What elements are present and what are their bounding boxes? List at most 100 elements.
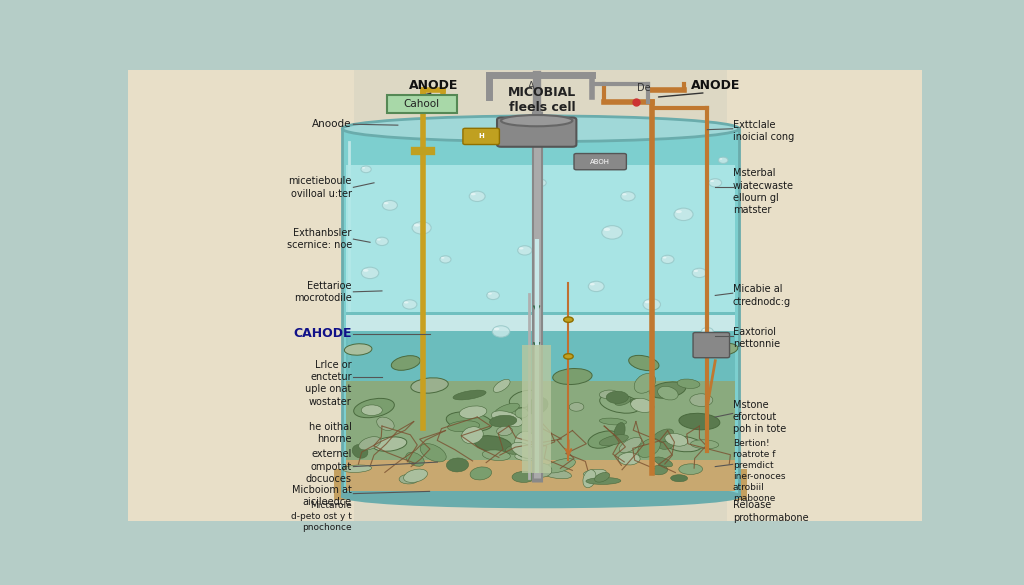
Ellipse shape	[486, 291, 500, 300]
Ellipse shape	[471, 193, 476, 195]
Ellipse shape	[532, 463, 552, 477]
Ellipse shape	[623, 193, 627, 195]
Text: Mictarole
d-peto ost y t
pnochonce: Mictarole d-peto ost y t pnochonce	[291, 501, 352, 532]
Ellipse shape	[583, 470, 596, 488]
Ellipse shape	[515, 452, 542, 461]
Ellipse shape	[420, 443, 446, 462]
Ellipse shape	[497, 426, 513, 436]
Ellipse shape	[679, 464, 702, 474]
Ellipse shape	[402, 300, 417, 309]
Ellipse shape	[447, 421, 479, 432]
Ellipse shape	[446, 458, 469, 472]
FancyBboxPatch shape	[342, 129, 739, 496]
Ellipse shape	[602, 226, 623, 239]
Text: Lrlce or
enctetur
uple onat
wostater: Lrlce or enctetur uple onat wostater	[305, 360, 352, 407]
Ellipse shape	[671, 474, 687, 481]
Ellipse shape	[518, 246, 531, 255]
Ellipse shape	[709, 178, 722, 187]
Ellipse shape	[674, 208, 693, 221]
Ellipse shape	[651, 465, 668, 475]
Ellipse shape	[537, 180, 540, 182]
Ellipse shape	[702, 329, 707, 331]
Ellipse shape	[342, 485, 739, 507]
Ellipse shape	[553, 369, 592, 384]
Text: A: A	[527, 81, 535, 91]
FancyBboxPatch shape	[522, 345, 551, 473]
Ellipse shape	[509, 390, 541, 408]
Ellipse shape	[690, 440, 719, 449]
Ellipse shape	[620, 438, 642, 453]
Ellipse shape	[657, 386, 678, 400]
Ellipse shape	[361, 267, 379, 278]
Ellipse shape	[470, 467, 492, 480]
Ellipse shape	[599, 390, 618, 398]
Text: De: De	[638, 83, 651, 93]
Ellipse shape	[630, 398, 653, 410]
FancyBboxPatch shape	[346, 381, 735, 491]
Ellipse shape	[495, 403, 519, 416]
Text: H: H	[478, 133, 484, 139]
Ellipse shape	[515, 408, 528, 418]
Polygon shape	[128, 70, 354, 521]
Ellipse shape	[662, 255, 674, 263]
Ellipse shape	[629, 355, 659, 371]
Text: Eaxtoriol
nettonnie: Eaxtoriol nettonnie	[733, 327, 780, 349]
Ellipse shape	[693, 270, 698, 272]
Text: Eettarioe
mocrotodile: Eettarioe mocrotodile	[294, 281, 352, 303]
Ellipse shape	[506, 445, 526, 455]
Ellipse shape	[453, 390, 486, 400]
Ellipse shape	[614, 422, 625, 441]
Ellipse shape	[419, 104, 428, 113]
Ellipse shape	[501, 115, 572, 126]
Text: Cahool: Cahool	[403, 99, 439, 109]
Ellipse shape	[690, 394, 713, 407]
Polygon shape	[334, 469, 748, 500]
Ellipse shape	[414, 223, 420, 226]
Ellipse shape	[391, 356, 420, 370]
Ellipse shape	[676, 210, 682, 213]
Ellipse shape	[399, 474, 419, 484]
Text: ANODE: ANODE	[409, 80, 458, 92]
Ellipse shape	[362, 269, 369, 272]
Ellipse shape	[482, 450, 510, 460]
Ellipse shape	[614, 396, 631, 405]
Ellipse shape	[373, 437, 407, 451]
Text: externel
ompotat
docuoces: externel ompotat docuoces	[306, 449, 352, 484]
Ellipse shape	[512, 472, 536, 483]
Ellipse shape	[361, 167, 366, 168]
Ellipse shape	[584, 469, 606, 477]
Ellipse shape	[665, 436, 702, 452]
Ellipse shape	[343, 465, 372, 473]
Ellipse shape	[519, 247, 523, 249]
Ellipse shape	[600, 394, 640, 413]
FancyBboxPatch shape	[346, 460, 735, 491]
Ellipse shape	[618, 453, 640, 465]
Ellipse shape	[606, 391, 629, 404]
Ellipse shape	[361, 405, 382, 415]
FancyBboxPatch shape	[346, 315, 735, 331]
Ellipse shape	[469, 191, 485, 201]
Ellipse shape	[692, 269, 707, 277]
Ellipse shape	[599, 435, 629, 446]
FancyBboxPatch shape	[463, 128, 500, 144]
Ellipse shape	[487, 292, 492, 295]
Ellipse shape	[382, 201, 397, 210]
Ellipse shape	[563, 354, 573, 359]
Ellipse shape	[446, 412, 493, 431]
Ellipse shape	[403, 301, 409, 304]
Ellipse shape	[460, 406, 486, 419]
Ellipse shape	[631, 398, 654, 412]
Ellipse shape	[654, 457, 673, 467]
FancyBboxPatch shape	[574, 153, 627, 170]
Ellipse shape	[649, 382, 686, 398]
Ellipse shape	[590, 283, 595, 285]
Ellipse shape	[645, 301, 650, 304]
Ellipse shape	[541, 469, 571, 479]
Ellipse shape	[412, 222, 431, 234]
Ellipse shape	[406, 452, 424, 466]
Ellipse shape	[588, 431, 621, 448]
Ellipse shape	[358, 436, 381, 450]
Ellipse shape	[377, 239, 381, 240]
Ellipse shape	[403, 469, 427, 483]
Ellipse shape	[563, 317, 573, 322]
